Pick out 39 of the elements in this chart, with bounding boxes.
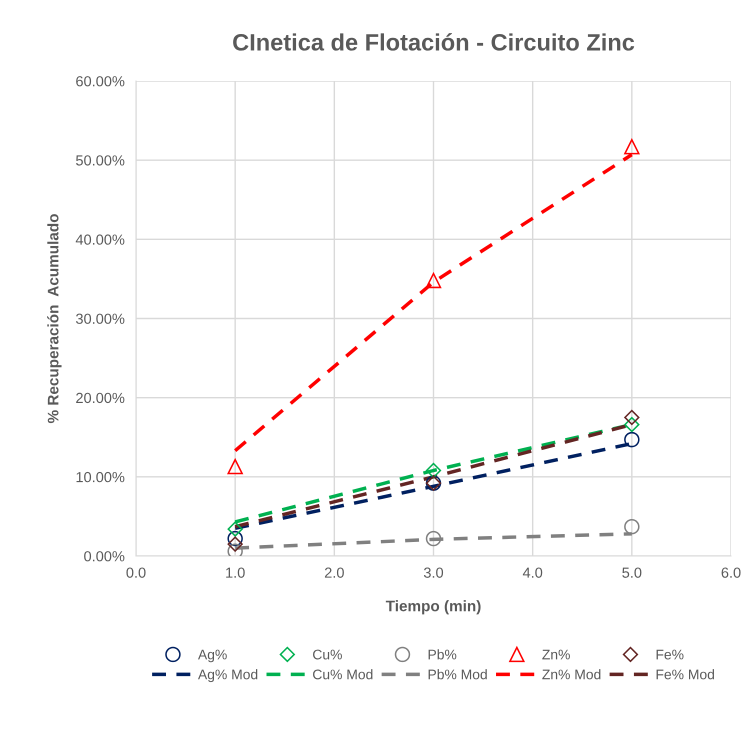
legend-label: Ag% <box>198 650 227 662</box>
point <box>624 410 640 426</box>
legend-label: Pb% Mod <box>428 669 487 680</box>
x-tick-label: 0.0 <box>126 567 146 578</box>
legend-label: Fe% <box>656 650 684 660</box>
legend-label: Cu% <box>313 650 342 660</box>
x-tick-label: 2.0 <box>324 567 344 578</box>
y-axis-title: % Recuperación Acumulado <box>47 214 62 424</box>
y-tick-label: 20.00% <box>76 392 124 404</box>
y-tick-label: 60.00% <box>76 76 124 86</box>
y-tick-label: 40.00% <box>76 234 124 245</box>
point <box>227 458 243 474</box>
x-axis-title: Tiempo (min) <box>386 600 481 614</box>
x-tick-label: 3.0 <box>424 567 444 578</box>
point <box>426 530 442 546</box>
point <box>227 530 243 546</box>
x-tick-label: 4.0 <box>522 567 542 578</box>
x-tick-label: 6.0 <box>722 567 741 578</box>
y-tick-label: 0.00% <box>84 551 124 562</box>
legend-label: Pb% <box>428 649 456 660</box>
point <box>228 521 243 537</box>
point <box>624 519 640 534</box>
chart-title: CInetica de Flotación - Circuito Zinc <box>233 33 634 51</box>
y-tick-label: 30.00% <box>76 314 124 324</box>
legend-label: Zn% Mod <box>542 669 600 680</box>
legend-label: Zn% <box>542 650 570 660</box>
point <box>426 272 442 288</box>
x-tick-label: 1.0 <box>226 567 245 578</box>
y-tick-label: 50.00% <box>76 155 124 166</box>
legend-label: Cu% Mod <box>313 669 372 680</box>
point <box>624 432 640 448</box>
legend-label: Fe% Mod <box>656 669 714 680</box>
legend-label: Ag% Mod <box>198 669 258 682</box>
x-tick-label: 5.0 <box>622 567 642 578</box>
y-tick-label: 10.00% <box>76 472 124 482</box>
point <box>624 139 640 154</box>
point <box>426 462 442 478</box>
point <box>228 536 243 552</box>
point <box>624 416 640 432</box>
